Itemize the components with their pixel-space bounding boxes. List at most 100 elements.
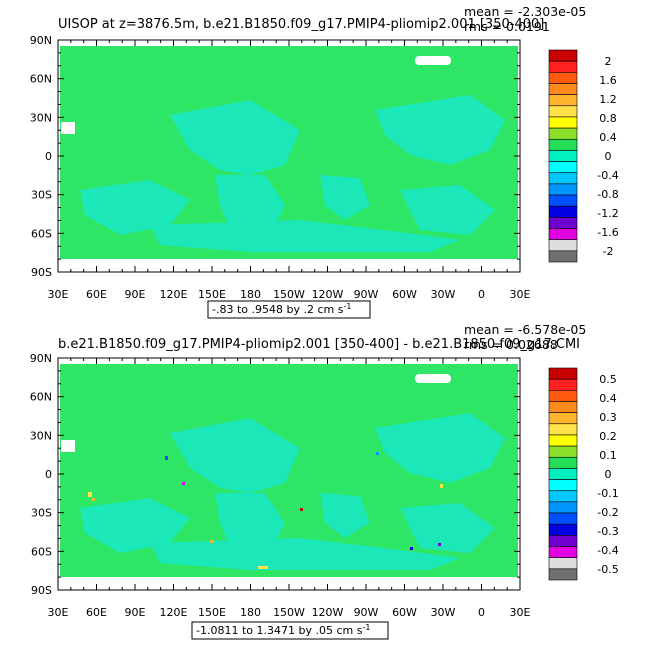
panel-1-range-box: -.83 to .9548 by .2 cm s-1 xyxy=(207,300,371,319)
y-tick-label: 60N xyxy=(30,73,52,86)
x-tick-label: 60W xyxy=(392,606,417,619)
colorbar-swatch xyxy=(548,378,578,391)
y-tick-label: 0 xyxy=(45,150,52,163)
y-tick-label: 90S xyxy=(31,584,52,597)
panel-1-colorbar: 2 1.6 1.2 0.8 0.4 0 -0.4 -0.8 -1.2 -1.6 -2 xyxy=(548,49,619,263)
x-tick-label: 90E xyxy=(125,606,146,619)
colorbar-label: -0.3 xyxy=(597,525,618,538)
y-tick-label: 30N xyxy=(30,111,52,124)
colorbar-swatch xyxy=(548,60,578,73)
colorbar-swatch xyxy=(548,83,578,95)
y-tick-label: 90N xyxy=(30,34,52,47)
colorbar-label: 0.4 xyxy=(599,392,617,405)
x-tick-label: 0 xyxy=(478,606,485,619)
colorbar-label: -1.6 xyxy=(597,226,618,239)
colorbar-swatch xyxy=(548,183,578,196)
colorbar-label: -1.2 xyxy=(597,207,618,220)
colorbar-swatch xyxy=(548,523,578,536)
colorbar-swatch xyxy=(548,445,578,458)
colorbar-label: 0.2 xyxy=(599,430,617,443)
colorbar-swatch xyxy=(548,161,578,174)
colorbar-swatch xyxy=(548,390,578,402)
colorbar-swatch xyxy=(548,512,578,525)
colorbar-swatch xyxy=(548,490,578,503)
colorbar-swatch xyxy=(548,546,578,558)
panel-2: b.e21.B1850.f09_g17.PMIP4-pliomip2.001 [… xyxy=(30,322,619,640)
x-tick-label: 120W xyxy=(312,606,344,619)
x-tick-label: 90W xyxy=(354,606,379,619)
colorbar-label: 0 xyxy=(605,150,612,163)
panel-1-y-axis: 90N 60N 30N 0 30S 60S 90S xyxy=(30,34,520,279)
colorbar-swatch xyxy=(548,138,578,151)
colorbar-swatch xyxy=(548,412,578,425)
x-tick-label: 150W xyxy=(273,606,305,619)
colorbar-swatch xyxy=(548,49,578,62)
colorbar-swatch xyxy=(548,205,578,218)
x-tick-label: 90W xyxy=(354,288,379,301)
y-tick-label: 30S xyxy=(31,507,52,520)
colorbar-swatch xyxy=(548,434,578,447)
x-tick-label: 120E xyxy=(160,606,188,619)
colorbar-swatch xyxy=(548,456,578,469)
x-tick-label: 30E xyxy=(48,606,69,619)
panel-1-x-axis: 30E 60E 90E 120E 150E 180 150W 120W 90W 60W 30W 0 30… xyxy=(48,40,531,301)
svg-text:-1.0811 to 1.3471 by .05 cm s-: -1.0811 to 1.3471 by .05 cm s-1 xyxy=(196,623,370,637)
x-tick-label: 150W xyxy=(273,288,305,301)
x-tick-label: 120E xyxy=(160,288,188,301)
colorbar-label: 1.2 xyxy=(599,93,617,106)
colorbar-swatch xyxy=(548,401,578,413)
x-tick-label: 180 xyxy=(240,606,261,619)
colorbar-label: -0.8 xyxy=(597,188,618,201)
x-tick-label: 60E xyxy=(86,288,107,301)
panel-1-mean: mean = -2.303e-05 xyxy=(464,4,586,19)
x-tick-label: 30W xyxy=(431,288,456,301)
x-tick-label: 30E xyxy=(48,288,69,301)
panel-2-colorbar: 0.5 0.4 0.3 0.2 0.1 0 -0.1 -0.2 -0.3 -0.4 -0.5 xyxy=(548,367,619,581)
colorbar-swatch xyxy=(548,423,578,436)
colorbar-swatch xyxy=(548,501,578,514)
colorbar-swatch xyxy=(548,250,578,263)
colorbar-label: -0.1 xyxy=(597,487,618,500)
colorbar-swatch xyxy=(548,172,578,185)
svg-text:-.83 to .9548 by .2 cm s-1: -.83 to .9548 by .2 cm s-1 xyxy=(212,302,351,316)
x-tick-label: 60W xyxy=(392,288,417,301)
colorbar-label: 0.1 xyxy=(599,449,617,462)
colorbar-swatch xyxy=(548,72,578,84)
x-tick-label: 180 xyxy=(240,288,261,301)
x-tick-label: 60E xyxy=(86,606,107,619)
colorbar-swatch xyxy=(548,127,578,140)
y-tick-label: 60S xyxy=(31,545,52,558)
panel-2-mean: mean = -6.578e-05 xyxy=(464,322,586,337)
y-tick-label: 60N xyxy=(30,391,52,404)
y-tick-label: 30S xyxy=(31,189,52,202)
panel-1: UISOP at z=3876.5m, b.e21.B1850.f09_g17.… xyxy=(30,4,619,319)
x-tick-label: 90E xyxy=(125,288,146,301)
y-tick-label: 90N xyxy=(30,352,52,365)
panel-1-title: UISOP at z=3876.5m, b.e21.B1850.f09_g17.… xyxy=(58,17,544,32)
colorbar-swatch xyxy=(548,228,578,240)
x-tick-label: 120W xyxy=(312,288,344,301)
colorbar-label: 0.5 xyxy=(599,373,617,386)
colorbar-label: 1.6 xyxy=(599,74,617,87)
colorbar-swatch xyxy=(548,194,578,207)
x-tick-label: 150E xyxy=(198,288,226,301)
panel-2-y-axis: 90N 60N 30N 0 30S 60S 90S xyxy=(30,352,520,597)
y-tick-label: 90S xyxy=(31,266,52,279)
colorbar-swatch xyxy=(548,150,578,162)
colorbar-swatch xyxy=(548,557,578,570)
panel-1-map xyxy=(57,39,521,273)
colorbar-label: 2 xyxy=(605,55,612,68)
colorbar-swatch xyxy=(548,239,578,252)
colorbar-swatch xyxy=(548,217,578,229)
x-tick-label: 0 xyxy=(478,288,485,301)
colorbar-swatch xyxy=(548,479,578,492)
colorbar-label: -2 xyxy=(603,245,614,258)
x-tick-label: 30E xyxy=(510,606,531,619)
x-tick-label: 30E xyxy=(510,288,531,301)
panel-1-rms: rms = 0.0191 xyxy=(464,19,550,34)
panel-2-map xyxy=(57,357,521,591)
colorbar-label: 0.3 xyxy=(599,411,617,424)
colorbar-label: -0.2 xyxy=(597,506,618,519)
colorbar-label: 0.8 xyxy=(599,112,617,125)
